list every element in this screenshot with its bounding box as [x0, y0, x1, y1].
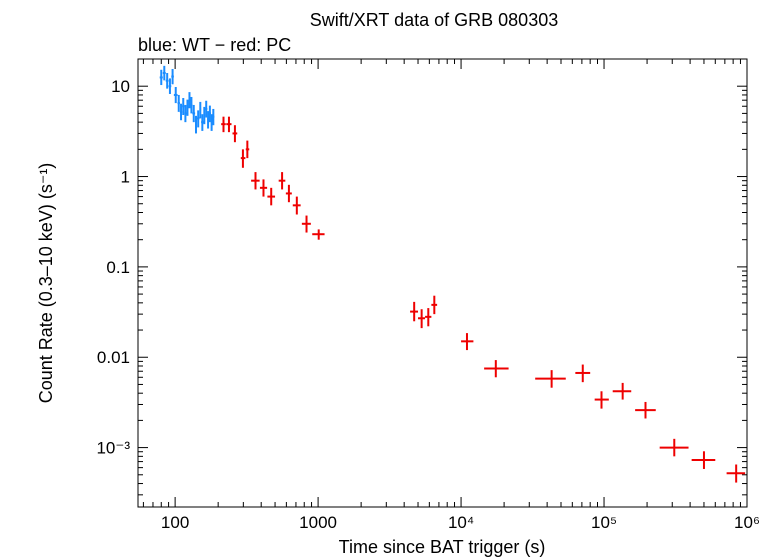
data-point	[199, 101, 202, 119]
data-point	[221, 116, 226, 133]
y-tick-label: 10	[111, 77, 130, 96]
data-point	[195, 115, 198, 134]
data-point	[177, 94, 180, 112]
series-wt	[159, 65, 215, 134]
data-point	[207, 111, 210, 129]
data-point	[212, 108, 215, 126]
data-point	[612, 382, 632, 400]
data-point	[240, 149, 246, 168]
data-point	[484, 360, 509, 378]
chart-subtitle: blue: WT − red: PC	[138, 35, 291, 55]
data-point	[431, 295, 438, 315]
data-point	[232, 125, 238, 143]
data-point	[162, 65, 166, 81]
series-pc	[221, 116, 746, 483]
x-tick-label: 10⁴	[448, 513, 474, 532]
chart-title: Swift/XRT data of GRB 080303	[310, 10, 558, 30]
data-point	[165, 72, 169, 89]
data-point	[425, 308, 432, 327]
data-point	[208, 105, 211, 123]
data-point	[267, 187, 276, 206]
y-tick-label: 10⁻³	[96, 439, 130, 458]
data-point	[203, 106, 206, 125]
x-tick-label: 1000	[299, 513, 337, 532]
data-marks	[159, 65, 746, 483]
x-axis-label: Time since BAT trigger (s)	[339, 537, 546, 557]
x-tick-label: 10⁶	[734, 513, 760, 532]
data-point	[312, 229, 325, 240]
data-point	[461, 333, 474, 351]
data-point	[575, 364, 591, 383]
data-point	[182, 98, 185, 115]
data-point	[201, 114, 204, 131]
data-point	[186, 99, 189, 116]
data-point	[184, 104, 187, 123]
data-point	[179, 103, 183, 121]
y-tick-label: 0.1	[106, 258, 130, 277]
data-point	[691, 451, 716, 469]
x-tick-label: 10⁵	[591, 513, 617, 532]
data-point	[196, 110, 200, 128]
data-point	[278, 172, 286, 190]
data-point	[535, 370, 566, 388]
data-point	[245, 140, 250, 159]
data-point	[259, 179, 268, 197]
y-axis-label: Count Rate (0.3–10 keV) (s⁻¹)	[36, 163, 56, 404]
data-point	[226, 116, 232, 133]
data-point	[173, 86, 178, 104]
data-point	[292, 196, 301, 215]
data-point	[192, 104, 196, 123]
data-point	[188, 92, 191, 109]
x-tick-label: 100	[161, 513, 189, 532]
y-tick-label: 0.01	[97, 348, 130, 367]
data-point	[726, 464, 746, 483]
plot-frame	[137, 58, 748, 508]
data-point	[635, 401, 656, 419]
data-point	[190, 96, 193, 114]
data-point	[594, 391, 609, 409]
data-point	[410, 301, 419, 322]
data-point	[159, 69, 163, 86]
data-point	[285, 184, 292, 203]
axis-ticks	[138, 58, 748, 507]
data-point	[168, 78, 172, 94]
data-point	[251, 172, 260, 190]
data-point	[659, 438, 689, 457]
data-point	[171, 69, 174, 85]
data-point	[210, 114, 213, 131]
data-point	[418, 309, 426, 329]
tick-labels: 100 1000 10⁴ 10⁵ 10⁶ 10 1 0.1 0.01 10⁻³	[96, 77, 760, 532]
data-point	[301, 215, 311, 233]
y-tick-label: 1	[121, 168, 130, 187]
data-point	[205, 100, 208, 118]
